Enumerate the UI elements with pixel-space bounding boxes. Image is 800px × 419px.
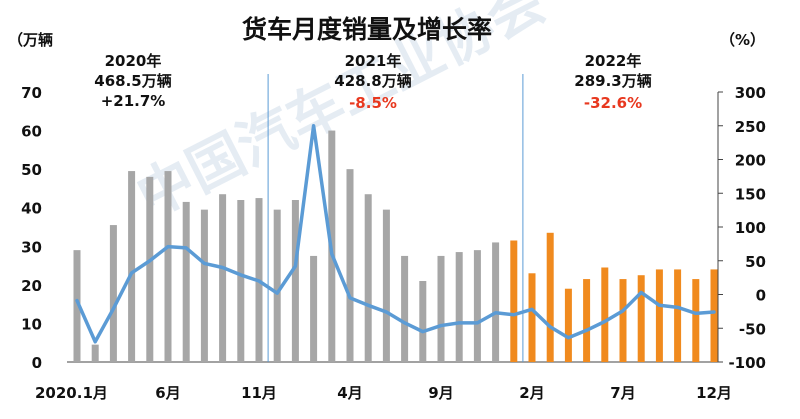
sales-bar <box>710 269 718 362</box>
sales-bar <box>273 209 281 362</box>
sales-bar <box>473 250 481 362</box>
left-tick-label: 70 <box>21 84 42 102</box>
annotation-2020: 2020年 468.5万辆 +21.7% <box>94 52 171 110</box>
right-tick-label: 250 <box>735 118 766 136</box>
left-tick-label: 10 <box>21 315 42 333</box>
sales-bar <box>310 255 318 362</box>
sales-bar <box>237 200 245 362</box>
right-tick-label: 0 <box>756 287 766 305</box>
x-tick-label: 9月 <box>428 384 453 402</box>
annotation-volume: 428.8万辆 <box>334 72 411 90</box>
annotation-year: 2020年 <box>105 52 162 70</box>
sales-bar <box>200 209 208 362</box>
annotation-volume: 468.5万辆 <box>94 72 171 90</box>
x-tick-label: 6月 <box>155 384 180 402</box>
sales-bar <box>564 288 572 362</box>
sales-bar <box>619 279 627 362</box>
sales-bars <box>73 130 718 362</box>
sales-bar <box>674 269 682 362</box>
sales-bar <box>492 242 500 362</box>
right-tick-label: 50 <box>745 253 766 271</box>
right-axis-ticks: -100 -50 0 50 100 150 200 250 300 <box>718 84 766 372</box>
annotation-2022: 2022年 289.3万辆 -32.6% <box>574 52 651 112</box>
sales-bar <box>291 200 299 362</box>
right-tick-label: -100 <box>728 354 766 372</box>
sales-bar <box>219 194 227 362</box>
right-tick-label: 150 <box>735 185 766 203</box>
sales-bar <box>164 171 172 362</box>
sales-bar <box>455 252 463 362</box>
sales-bar <box>655 269 663 362</box>
sales-bar <box>364 194 372 362</box>
sales-bar <box>419 281 427 362</box>
annotation-2021: 2021年 428.8万辆 -8.5% <box>334 52 411 112</box>
year-dividers <box>267 74 524 362</box>
sales-bar <box>510 240 518 362</box>
x-axis-ticks: 2020.1月 6月 11月 4月 9月 2月 7月 12月 <box>35 384 732 402</box>
right-tick-label: 300 <box>735 84 766 102</box>
annotation-growth: -32.6% <box>584 94 642 112</box>
sales-bar <box>601 267 609 362</box>
sales-bar <box>146 176 154 362</box>
sales-bar <box>382 209 390 362</box>
sales-bar <box>692 279 700 362</box>
right-tick-label: 100 <box>735 219 766 237</box>
left-tick-label: 60 <box>21 123 42 141</box>
sales-bar <box>437 255 445 362</box>
right-axis-unit: （%） <box>720 31 765 49</box>
right-tick-label: -50 <box>739 320 766 338</box>
x-tick-label: 7月 <box>610 384 635 402</box>
sales-bar <box>346 169 354 362</box>
left-tick-label: 20 <box>21 277 42 295</box>
sales-bar <box>583 279 591 362</box>
sales-bar <box>109 225 117 362</box>
sales-bar <box>73 250 81 362</box>
annotation-year: 2022年 <box>585 52 642 70</box>
growth-rate-line <box>75 124 716 344</box>
sales-bar <box>528 273 536 362</box>
chart-title: 货车月度销量及增长率 <box>242 15 492 44</box>
left-axis-unit: （万辆 <box>8 31 53 49</box>
x-tick-label: 4月 <box>337 384 362 402</box>
sales-bar <box>91 344 99 362</box>
x-tick-label: 12月 <box>696 384 732 402</box>
annotation-growth: -8.5% <box>349 94 397 112</box>
left-tick-label: 50 <box>21 161 42 179</box>
left-tick-label: 0 <box>32 354 42 372</box>
x-tick-label: 11月 <box>241 384 277 402</box>
sales-bar <box>128 171 136 362</box>
left-tick-label: 30 <box>21 238 42 256</box>
left-axis-ticks: 0 10 20 30 40 50 60 70 <box>21 84 42 372</box>
left-tick-label: 40 <box>21 200 42 218</box>
x-tick-label: 2020.1月 <box>35 384 108 402</box>
sales-bar <box>637 275 645 362</box>
right-tick-label: 200 <box>735 152 766 170</box>
sales-bar <box>401 255 409 362</box>
x-tick-label: 2月 <box>519 384 544 402</box>
sales-bar <box>546 232 554 362</box>
sales-bar <box>182 201 190 362</box>
annotation-growth: +21.7% <box>101 92 166 110</box>
annotation-volume: 289.3万辆 <box>574 72 651 90</box>
annotation-year: 2021年 <box>345 52 402 70</box>
